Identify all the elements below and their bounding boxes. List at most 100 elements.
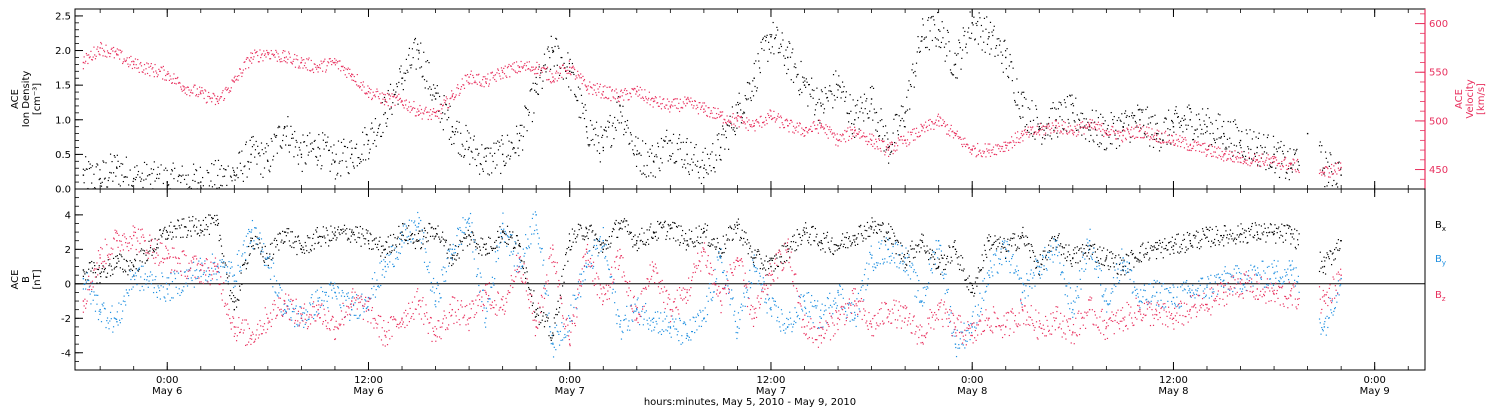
velocity-point <box>825 124 827 126</box>
velocity-point <box>555 72 557 74</box>
bx-point <box>278 249 280 251</box>
velocity-point <box>1201 151 1203 153</box>
velocity-point <box>881 141 884 143</box>
bx-point <box>645 244 647 246</box>
ion-density-point <box>860 107 863 109</box>
bx-point <box>1116 272 1118 275</box>
velocity-point <box>238 68 241 70</box>
bx-point <box>508 238 510 241</box>
ion-density-point <box>1133 114 1135 117</box>
bx-point <box>230 298 232 300</box>
bx-point <box>937 267 939 269</box>
bx-point <box>106 272 109 274</box>
velocity-point <box>753 122 755 125</box>
velocity-point <box>1103 130 1106 132</box>
velocity-point <box>248 59 251 61</box>
bx-point <box>866 221 869 224</box>
ion-density-point <box>696 165 698 167</box>
ion-density-point <box>878 135 881 137</box>
bx-point <box>915 251 918 253</box>
bx-point <box>304 241 306 244</box>
bx-point <box>432 228 435 230</box>
velocity-point <box>1049 129 1051 131</box>
bx-point <box>386 252 389 254</box>
ion-density-point <box>145 178 147 180</box>
velocity-point <box>1124 130 1126 132</box>
velocity-point <box>574 78 577 80</box>
bx-point <box>854 244 857 246</box>
velocity-point <box>118 49 120 51</box>
velocity-point <box>255 51 257 54</box>
velocity-point <box>512 69 515 71</box>
bx-point <box>756 251 758 253</box>
velocity-point <box>921 129 923 132</box>
bx-point <box>835 244 838 246</box>
ion-density-point <box>693 154 695 156</box>
ion-density-point <box>267 145 269 147</box>
ion-density-point <box>631 140 633 142</box>
velocity-point <box>1059 132 1061 134</box>
velocity-point <box>197 95 199 98</box>
ion-density-point <box>1115 129 1117 131</box>
ion-density-point <box>851 133 853 135</box>
bx-point <box>469 243 471 245</box>
bx-point <box>514 247 516 249</box>
ion-density-point <box>276 152 278 154</box>
bx-point <box>1019 237 1021 240</box>
ion-density-point <box>589 144 591 146</box>
velocity-point <box>948 130 950 132</box>
ion-density-point <box>1025 98 1027 100</box>
bx-point <box>436 233 438 235</box>
velocity-point <box>1196 144 1198 146</box>
ion-density-point <box>278 125 280 127</box>
bx-point <box>472 234 475 236</box>
ion-density-point <box>903 120 905 122</box>
velocity-point <box>733 123 735 125</box>
ion-density-point <box>149 183 152 185</box>
bx-point <box>804 222 807 224</box>
velocity-point <box>634 88 636 90</box>
velocity-point <box>171 82 173 84</box>
ion-density-point <box>297 163 300 165</box>
ion-density-point <box>520 135 522 137</box>
bx-point <box>1014 233 1016 235</box>
bx-point <box>308 251 310 254</box>
velocity-point <box>1038 134 1041 136</box>
bx-point <box>481 238 484 240</box>
velocity-point <box>1041 128 1044 130</box>
bx-point <box>195 218 197 220</box>
ion-density-point <box>132 177 135 180</box>
velocity-point <box>400 101 402 103</box>
velocity-point <box>592 93 594 96</box>
bx-point <box>1223 234 1225 237</box>
ion-density-point <box>253 144 255 146</box>
bx-point <box>408 238 410 240</box>
bx-point <box>405 239 407 242</box>
ion-density-point <box>1266 136 1269 139</box>
velocity-point <box>561 76 563 79</box>
bx-point <box>715 248 717 250</box>
bx-point <box>282 242 284 244</box>
velocity-point <box>509 76 511 78</box>
ion-density-point <box>1063 99 1066 101</box>
velocity-point <box>702 102 704 104</box>
ion-density-point <box>264 147 266 149</box>
velocity-point <box>1276 164 1278 167</box>
ion-density-point <box>430 88 432 90</box>
bx-point <box>843 243 845 246</box>
velocity-point <box>645 96 647 98</box>
velocity-point <box>1134 126 1136 128</box>
velocity-point <box>258 61 260 63</box>
ion-density-point <box>231 180 233 182</box>
velocity-point <box>823 128 825 130</box>
ion-density-point <box>761 38 764 41</box>
ion-density-point <box>352 161 354 164</box>
bx-point <box>1094 251 1096 253</box>
ion-density-point <box>550 35 552 37</box>
ion-density-point <box>1167 128 1169 130</box>
top-panel-frame <box>74 8 1426 190</box>
velocity-point <box>887 149 890 151</box>
bx-point <box>1075 252 1078 254</box>
velocity-point <box>873 143 875 145</box>
velocity-point <box>371 97 374 99</box>
